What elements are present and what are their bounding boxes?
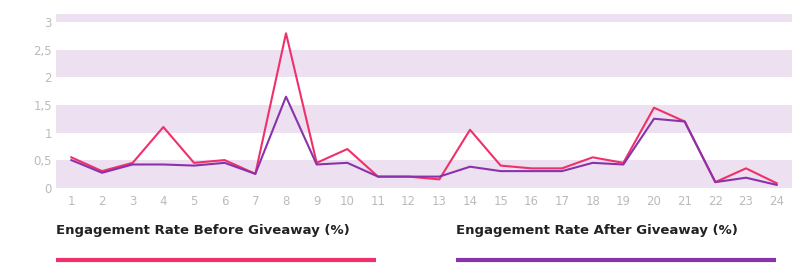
Text: Engagement Rate Before Giveaway (%): Engagement Rate Before Giveaway (%)	[56, 224, 350, 237]
Bar	[56, 160, 792, 188]
Bar	[56, 50, 792, 77]
Bar	[56, 0, 792, 22]
Text: Engagement Rate After Giveaway (%): Engagement Rate After Giveaway (%)	[456, 224, 738, 237]
Bar	[56, 105, 792, 132]
